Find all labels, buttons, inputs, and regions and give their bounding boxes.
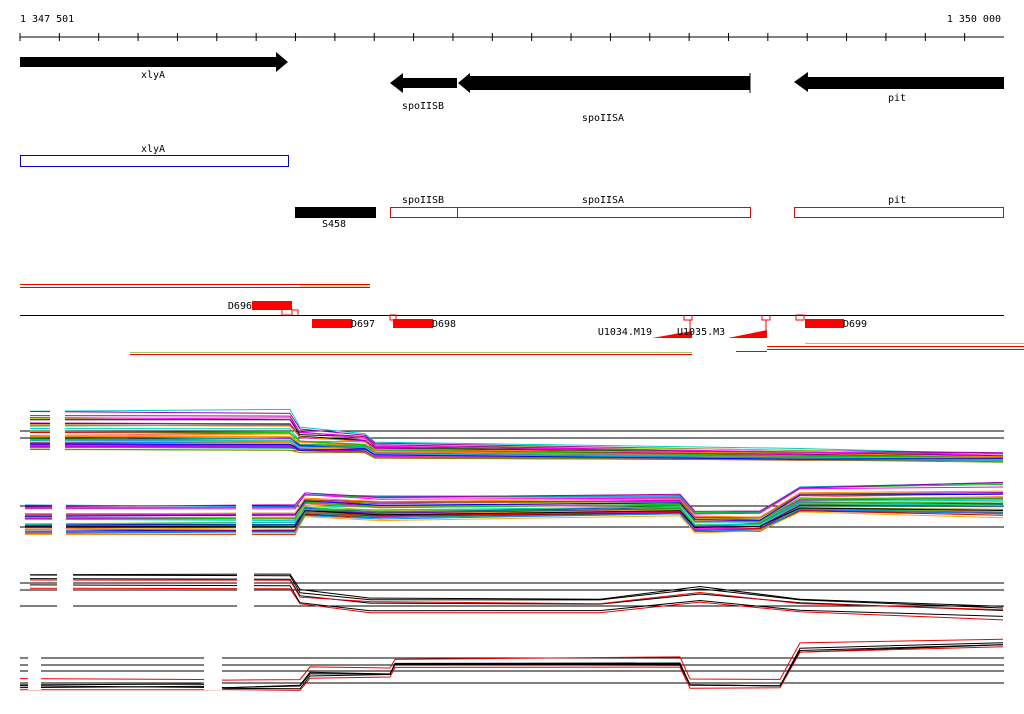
feature-label: D696 (228, 301, 252, 312)
expression-line (19, 638, 1004, 681)
feature-link (795, 314, 805, 321)
expression-line (29, 574, 1004, 609)
annotation-label: spoIISA (582, 195, 624, 206)
ruler-ticks (19, 33, 966, 41)
gene-label: spoIISB (402, 101, 444, 112)
ruler-start: 1 347 501 (20, 14, 74, 25)
expression-plots (19, 405, 1004, 691)
gene-label: xlyA (141, 70, 165, 81)
gap (52, 500, 66, 540)
expression-line (24, 507, 1004, 529)
gap (57, 570, 73, 610)
annotation-box (390, 207, 458, 218)
gap (237, 570, 254, 610)
ruler-end: 1 350 000 (947, 14, 1001, 25)
expression-line (29, 573, 1004, 607)
gap (28, 650, 41, 690)
expression-line (24, 508, 1004, 534)
expression-line (19, 644, 1004, 690)
expression-line (29, 408, 1004, 455)
feature-label: D697 (351, 319, 375, 330)
gene-label: pit (888, 93, 906, 104)
expression-line (24, 498, 1004, 523)
gene-arrow (458, 73, 750, 93)
expression-line (24, 502, 1004, 526)
expression-line (29, 587, 1004, 621)
expression-line (24, 490, 1004, 518)
annotation-box (295, 207, 376, 218)
gap (50, 405, 65, 460)
gene-label: spoIISA (582, 113, 624, 124)
feature-box (312, 319, 352, 328)
feature-label: D699 (843, 319, 867, 330)
annotation-box (20, 155, 289, 167)
feature-label: U1035.M3 (677, 327, 725, 338)
feature-link (389, 314, 397, 321)
feature-label: D698 (432, 319, 456, 330)
annotation-label: xlyA (141, 144, 165, 155)
feature-label: U1034.M19 (598, 327, 652, 338)
expression-line (29, 443, 1004, 460)
feature-box (805, 319, 844, 328)
expression-line (29, 579, 1004, 611)
expression-line (29, 422, 1004, 458)
gene-arrow (20, 52, 288, 72)
annotation-label: spoIISB (402, 195, 444, 206)
feature-link (683, 315, 693, 331)
feature-box (252, 301, 292, 310)
gap (204, 650, 222, 690)
annotation-label: S458 (322, 219, 346, 230)
feature-link (761, 315, 771, 330)
feature-triangle (728, 330, 767, 338)
expression-line (29, 416, 1004, 456)
expression-line (29, 584, 1004, 617)
expression-line (29, 424, 1004, 458)
expression-line (24, 493, 1004, 521)
annotation-box (794, 207, 1004, 218)
feature-link (281, 309, 299, 316)
annotation-label: pit (888, 195, 906, 206)
expression-line (29, 417, 1004, 456)
annotation-box (457, 207, 751, 218)
gap (236, 500, 252, 540)
feature-triangle (652, 331, 692, 338)
expression-line (24, 481, 1004, 512)
expression-line (24, 486, 1004, 515)
expression-line (29, 415, 1004, 454)
gene-arrow (390, 73, 457, 93)
feature-box (393, 319, 433, 328)
gene-arrow (794, 72, 1004, 92)
expression-line (29, 430, 1004, 458)
expression-line (24, 511, 1004, 535)
